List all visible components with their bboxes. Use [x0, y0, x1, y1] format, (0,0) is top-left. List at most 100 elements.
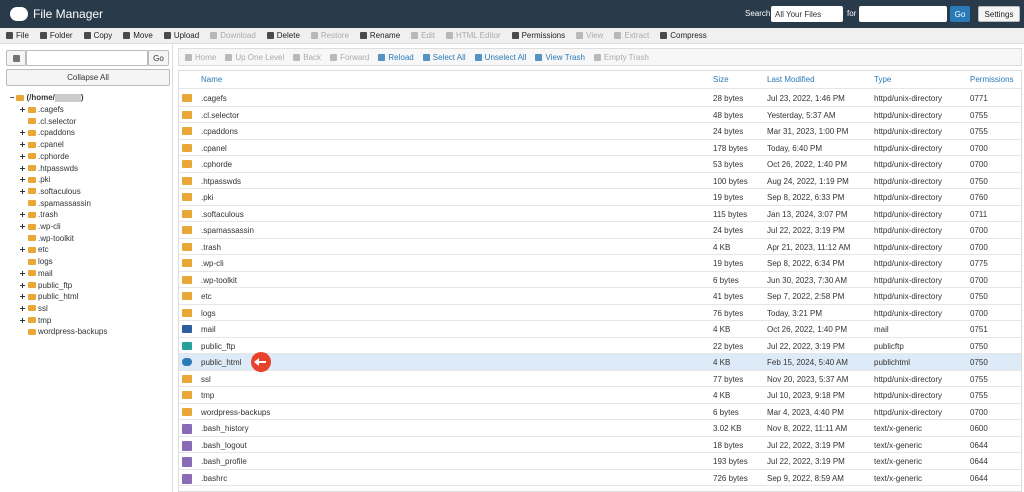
- toolbar-button[interactable]: File: [6, 31, 29, 40]
- tree-item[interactable]: .wp-cli: [20, 222, 61, 231]
- toolbar-button[interactable]: Folder: [39, 31, 73, 40]
- label: View: [586, 31, 604, 40]
- collapse-all[interactable]: Collapse All: [6, 69, 170, 86]
- cell: 48 bytes: [713, 110, 744, 120]
- tree-item[interactable]: .softaculous: [20, 187, 81, 196]
- search-input[interactable]: [859, 6, 947, 22]
- path-input[interactable]: [26, 50, 148, 66]
- path-go[interactable]: Go: [148, 50, 169, 66]
- cell: 0700: [970, 242, 988, 252]
- cell: 726 bytes: [713, 473, 748, 483]
- file-row[interactable]: .spamassassin 24 bytes Jul 22, 2022, 3:19 …: [179, 222, 1021, 239]
- tree-item[interactable]: logs: [20, 257, 53, 266]
- file-row[interactable]: wordpress-backups 6 bytes Mar 4, 2023, 4:4…: [179, 404, 1021, 420]
- toolbar-button[interactable]: Copy: [83, 31, 112, 40]
- file-row[interactable]: .bash_history 3.02 KB Nov 8, 2022, 11:11 A…: [179, 420, 1021, 437]
- cell: 19 bytes: [713, 259, 744, 268]
- icon: [225, 53, 233, 61]
- plus: [20, 247, 25, 253]
- label: Back: [303, 52, 322, 62]
- toolbar-button[interactable]: Upload: [163, 31, 199, 40]
- tree-item[interactable]: tmp: [20, 316, 51, 325]
- tree-item[interactable]: public_html: [20, 292, 78, 301]
- file-row[interactable]: .cpanel 178 bytes Today, 6:40 PM httpd/unix…: [179, 140, 1021, 156]
- file-row[interactable]: .softaculous 115 bytes Jan 13, 2024, 3:07 …: [179, 206, 1021, 222]
- tree-root[interactable]: – (/home/): [10, 93, 84, 102]
- file-row[interactable]: .pki 19 bytes Sep 8, 2022, 6:33 PM httpd/un…: [179, 189, 1021, 206]
- file-row[interactable]: ssl 77 bytes Nov 20, 2023, 5:37 AM httpd/un…: [179, 371, 1021, 387]
- cell: .bash_logout: [201, 440, 247, 450]
- file-row[interactable]: tmp 4 KB Jul 10, 2023, 9:18 PM httpd/unix-d…: [179, 387, 1021, 404]
- tree-item[interactable]: .trash: [20, 210, 58, 219]
- icon: [210, 32, 218, 39]
- tree-item[interactable]: etc: [20, 245, 49, 254]
- cell: Jul 22, 2022, 3:19 PM: [767, 341, 845, 351]
- file-row[interactable]: .wp-cli 19 bytes Sep 8, 2022, 6:34 PM httpd…: [179, 255, 1021, 272]
- tree-item[interactable]: .cpanel: [20, 140, 64, 149]
- column-header[interactable]: Name: [201, 75, 223, 84]
- tree-item[interactable]: .pki: [20, 175, 50, 184]
- tree-item[interactable]: ssl: [20, 304, 48, 313]
- cell: Oct 26, 2022, 1:40 PM: [767, 325, 848, 334]
- label: tmp: [38, 315, 52, 325]
- file-row[interactable]: etc 41 bytes Sep 7, 2022, 2:58 PM httpd/uni…: [179, 288, 1021, 305]
- search-go[interactable]: Go: [950, 6, 970, 22]
- nav-button[interactable]: View Trash: [535, 53, 585, 62]
- file-row[interactable]: .bash_profile 193 bytes Jul 22, 2022, 3:19…: [179, 453, 1021, 470]
- file-row[interactable]: .cagefs 28 bytes Jul 23, 2022, 1:46 PM http…: [179, 90, 1021, 107]
- tree-item[interactable]: public_ftp: [20, 281, 72, 290]
- toolbar-button[interactable]: Rename: [359, 31, 400, 40]
- folder-icon: [28, 118, 36, 125]
- file-row[interactable]: logs 76 bytes Today, 3:21 PM httpd/unix-dir…: [179, 305, 1021, 321]
- cell: Jan 13, 2024, 3:07 PM: [767, 209, 848, 219]
- folder-icon: [28, 270, 36, 277]
- column-header[interactable]: Permissions: [970, 75, 1014, 84]
- toolbar-button[interactable]: Compress: [660, 31, 707, 40]
- tree-item[interactable]: .cpaddons: [20, 128, 75, 137]
- plus: [20, 188, 25, 194]
- file-row[interactable]: .cl.selector 48 bytes Yesterday, 5:37 AM ht…: [179, 107, 1021, 123]
- tree-item[interactable]: .wp-toolkit: [20, 234, 74, 243]
- tree-item[interactable]: mail: [20, 269, 53, 278]
- column-header[interactable]: Type: [874, 75, 892, 84]
- cell: 77 bytes: [713, 374, 744, 384]
- cell: Jul 22, 2022, 3:19 PM: [767, 440, 845, 450]
- cell: mail: [201, 325, 216, 334]
- nav-button: Empty Trash: [593, 53, 649, 62]
- folder-icon: [182, 259, 192, 267]
- column-header[interactable]: Size: [713, 75, 729, 84]
- toolbar-button[interactable]: Move: [123, 31, 153, 40]
- file-row[interactable]: mail 4 KB Oct 26, 2022, 1:40 PM mail 0751: [179, 321, 1021, 338]
- file-row[interactable]: .cpaddons 24 bytes Mar 31, 2023, 1:00 PM ht…: [179, 123, 1021, 140]
- cell: 0700: [970, 160, 988, 169]
- cell: 178 bytes: [713, 143, 748, 153]
- toolbar-button[interactable]: Permissions: [511, 31, 565, 40]
- tree-item[interactable]: .cphorde: [20, 152, 69, 161]
- title: File Manager: [33, 7, 104, 21]
- nav-button[interactable]: Select All: [422, 53, 466, 62]
- nav-button[interactable]: Unselect All: [474, 53, 526, 62]
- file-row[interactable]: public_html 4 KB Feb 15, 2024, 5:40 AM publ…: [179, 352, 1021, 372]
- cell: .cagefs: [201, 94, 227, 103]
- label: .cagefs: [38, 105, 64, 114]
- file-row[interactable]: .cphorde 53 bytes Oct 26, 2022, 1:40 PM htt…: [179, 156, 1021, 173]
- column-header[interactable]: Last Modified: [767, 75, 815, 84]
- file-row[interactable]: .htpasswds 100 bytes Aug 24, 2022, 1:19 PM…: [179, 173, 1021, 189]
- toolbar-button[interactable]: Delete: [266, 31, 300, 40]
- tree-item[interactable]: .cagefs: [20, 105, 64, 114]
- tree-item[interactable]: .spamassassin: [20, 199, 91, 208]
- tree-item[interactable]: .cl.selector: [20, 117, 76, 126]
- toggle: [20, 245, 28, 254]
- file-row[interactable]: .wp-toolkit 6 bytes Jun 30, 2023, 7:30 AM h…: [179, 272, 1021, 288]
- tree-item[interactable]: wordpress-backups: [20, 327, 107, 336]
- file-row[interactable]: public_ftp 22 bytes Jul 22, 2022, 3:19 PM p…: [179, 338, 1021, 354]
- file-row[interactable]: .bash_logout 18 bytes Jul 22, 2022, 3:19 P…: [179, 437, 1021, 453]
- nav-button[interactable]: Reload: [378, 53, 414, 62]
- tree-item[interactable]: .htpasswds: [20, 164, 78, 173]
- file-row[interactable]: .trash 4 KB Apr 21, 2023, 11:12 AM httpd/un…: [179, 239, 1021, 255]
- label: Move: [133, 31, 153, 40]
- search-scope[interactable]: All Your Files: [771, 6, 843, 22]
- file-row[interactable]: .bashrc 726 bytes Sep 9, 2022, 8:59 AM text…: [179, 470, 1021, 486]
- home-button[interactable]: [6, 50, 26, 66]
- settings-button[interactable]: Settings: [978, 6, 1020, 22]
